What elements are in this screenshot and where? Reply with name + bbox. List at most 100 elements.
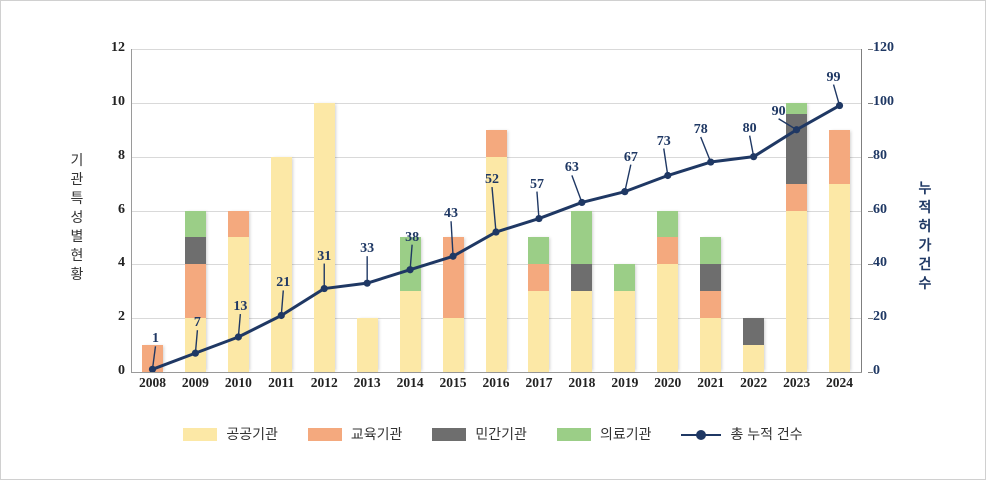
bar-column <box>786 49 808 372</box>
bar-segment[interactable] <box>571 210 593 265</box>
bar-segment[interactable] <box>614 264 636 292</box>
table-row[interactable] <box>571 210 593 372</box>
bar-segment[interactable] <box>786 102 808 114</box>
bar-column <box>657 49 679 372</box>
bar-segment[interactable] <box>313 102 335 372</box>
bar-segment[interactable] <box>571 264 593 292</box>
data-label: 1 <box>151 331 159 347</box>
table-row[interactable] <box>786 102 808 372</box>
bar-segment[interactable] <box>614 291 636 372</box>
table-row[interactable] <box>657 210 679 372</box>
bar-segment[interactable] <box>184 237 206 265</box>
bar-segment[interactable] <box>700 237 722 265</box>
tick-mark <box>868 156 873 158</box>
bar-segment[interactable] <box>657 210 679 238</box>
bar-segment[interactable] <box>399 291 421 372</box>
x-tick-label: 2013 <box>353 375 381 390</box>
bar-segment[interactable] <box>700 264 722 292</box>
bar-segment[interactable] <box>700 291 722 319</box>
bar-segment[interactable] <box>657 264 679 372</box>
table-row[interactable] <box>829 129 851 372</box>
bar-segment[interactable] <box>442 318 464 372</box>
y-tick-label-right: 60 <box>868 202 887 218</box>
x-tick-label: 2019 <box>611 375 639 390</box>
bar-column <box>227 49 249 372</box>
table-row[interactable] <box>743 318 765 372</box>
x-tick-label: 2016 <box>482 375 510 390</box>
x-tick-label: 2020 <box>654 375 682 390</box>
table-row[interactable] <box>141 345 163 372</box>
x-tick-label: 2011 <box>268 375 295 390</box>
bar-segment[interactable] <box>184 210 206 238</box>
chart-legend: 공공기관 교육기관 민간기관 의료기관 총 누적 건수 <box>1 419 985 449</box>
table-row[interactable] <box>614 264 636 372</box>
x-axis-labels: 2008 2009 2010 2011 2012 2013 2014 2015 2016 2017… <box>131 375 861 395</box>
bar-segment[interactable] <box>743 345 765 372</box>
bar-segment[interactable] <box>528 237 550 265</box>
y-tick-label-right: 0 <box>868 363 880 379</box>
data-label: 57 <box>529 176 544 192</box>
data-label: 33 <box>360 241 375 257</box>
bar-segment[interactable] <box>141 345 163 372</box>
bar-segment[interactable] <box>786 183 808 211</box>
bar-segment[interactable] <box>657 237 679 265</box>
table-row[interactable] <box>184 210 206 372</box>
legend-item[interactable]: 총 누적 건수 <box>681 424 803 444</box>
x-tick-label: 2023 <box>783 375 811 390</box>
bar-segment[interactable] <box>786 210 808 372</box>
x-tick-label: 2010 <box>224 375 252 390</box>
x-axis-line <box>131 372 862 373</box>
bar-column <box>313 49 335 372</box>
table-row[interactable] <box>227 210 249 372</box>
bar-segment[interactable] <box>571 291 593 372</box>
bar-column <box>700 49 722 372</box>
x-tick-label: 2012 <box>310 375 338 390</box>
data-label: 7 <box>193 315 201 331</box>
tick-mark <box>868 210 873 212</box>
legend-color-swatch <box>183 427 218 441</box>
x-tick-label: 2024 <box>826 375 854 390</box>
data-label: 63 <box>564 160 579 176</box>
table-row[interactable] <box>485 129 507 372</box>
bar-segment[interactable] <box>184 264 206 319</box>
table-row[interactable] <box>528 237 550 372</box>
bar-segment[interactable] <box>528 264 550 292</box>
bar-column <box>614 49 636 372</box>
bar-segment[interactable] <box>829 183 851 372</box>
bar-segment[interactable] <box>356 318 378 372</box>
bar-segment[interactable] <box>485 129 507 157</box>
data-label: 99 <box>826 69 841 85</box>
bar-segment[interactable] <box>227 210 249 238</box>
legend-label: 의료기관 <box>599 426 652 442</box>
bar-column <box>829 49 851 372</box>
legend-item[interactable]: 의료기관 <box>556 424 652 444</box>
bar-column <box>141 49 163 372</box>
table-row[interactable] <box>270 156 292 372</box>
table-row[interactable] <box>356 318 378 372</box>
table-row[interactable] <box>700 237 722 372</box>
y-tick-label-left: 8 <box>118 147 125 163</box>
bar-segment[interactable] <box>700 318 722 372</box>
bar-segment[interactable] <box>270 156 292 372</box>
bar-segment[interactable] <box>786 113 808 184</box>
legend-color-swatch <box>432 427 467 441</box>
bar-segment[interactable] <box>442 237 464 319</box>
bar-segment[interactable] <box>829 129 851 184</box>
data-label: 21 <box>276 275 291 291</box>
bar-segment[interactable] <box>528 291 550 372</box>
data-label: 80 <box>742 120 757 136</box>
legend-item[interactable]: 민간기관 <box>432 424 527 444</box>
legend-color-swatch <box>556 427 591 441</box>
y-tick-label-left: 4 <box>118 255 125 271</box>
bar-segment[interactable] <box>743 318 765 346</box>
legend-item[interactable]: 공공기관 <box>183 424 278 444</box>
table-row[interactable] <box>442 237 464 372</box>
y-tick-label-left: 6 <box>118 201 125 217</box>
legend-item[interactable]: 교육기관 <box>307 424 402 444</box>
y-axis-right-line <box>861 49 862 373</box>
bar-segment[interactable] <box>485 156 507 372</box>
table-row[interactable] <box>399 237 421 372</box>
table-row[interactable] <box>313 102 335 372</box>
